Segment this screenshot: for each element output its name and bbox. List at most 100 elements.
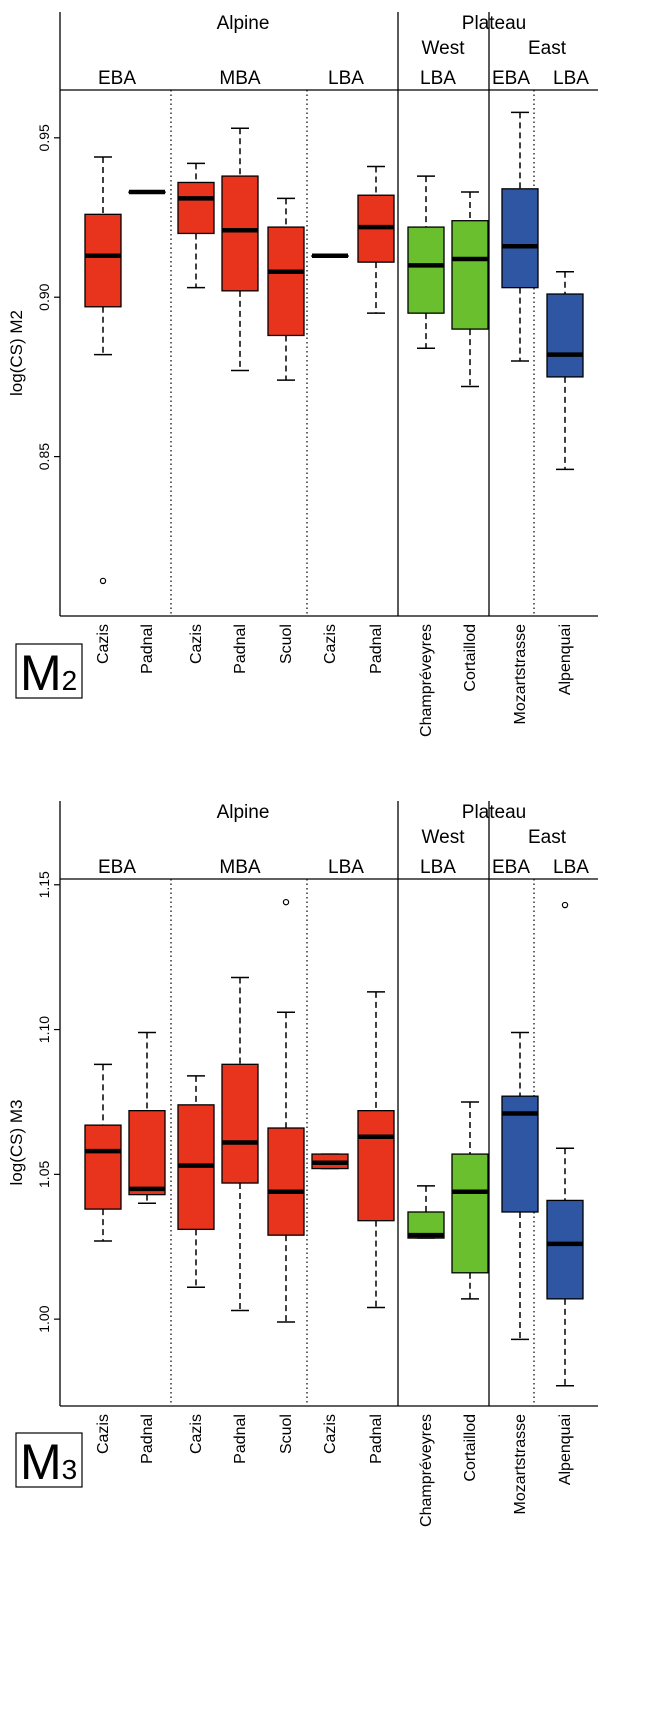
box-alpenquai (546, 270, 584, 471)
y-tick-label: 1.00 (36, 1305, 52, 1332)
y-tick-label: 1.10 (36, 1016, 52, 1043)
panel-tag: M3 (20, 1434, 77, 1490)
box-cazis (177, 162, 215, 289)
period-header: LBA (553, 857, 589, 878)
x-category-label: Cazis (322, 1414, 339, 1454)
box-champréveyres (407, 1185, 445, 1239)
period-header: LBA (553, 68, 589, 89)
period-header: MBA (219, 68, 261, 89)
y-tick-label: 0.95 (36, 124, 52, 151)
period-header: LBA (328, 68, 364, 89)
x-category-label: Padnal (139, 1414, 156, 1464)
panel-tag-subscript: 3 (62, 1454, 78, 1485)
x-category-label: Padnal (232, 1414, 249, 1464)
outlier-point (561, 901, 569, 909)
period-header: LBA (420, 857, 456, 878)
box-scuol (267, 898, 305, 1323)
region-header: Plateau (462, 802, 526, 823)
region-header: West (422, 38, 466, 59)
box-iqr (501, 188, 539, 289)
box-cortaillod (451, 191, 489, 388)
box-iqr (357, 1109, 395, 1222)
x-category-label: Cazis (95, 1414, 112, 1454)
region-header: Alpine (217, 802, 270, 823)
box-iqr (546, 1199, 584, 1300)
region-header: Plateau (462, 13, 526, 34)
box-padnal (221, 127, 259, 372)
panel-tag: M2 (20, 645, 77, 701)
box-iqr (546, 293, 584, 378)
panel-tag-box (15, 643, 83, 699)
region-header: West (422, 827, 466, 848)
y-axis-label: log(CS) M3 (7, 1100, 26, 1186)
box-cazis (177, 1075, 215, 1289)
x-category-label: Champréveyres (418, 624, 435, 737)
x-category-label: Scuol (278, 624, 295, 664)
x-category-label: Cazis (322, 624, 339, 664)
box-cazis (84, 1063, 122, 1242)
outlier-point (99, 577, 107, 585)
period-header: LBA (328, 857, 364, 878)
x-category-label: Alpenquai (557, 1414, 574, 1485)
x-category-label: Cazis (188, 1414, 205, 1454)
box-iqr (221, 175, 259, 292)
box-iqr (177, 181, 215, 235)
box-iqr (128, 1109, 166, 1196)
region-header: Alpine (217, 13, 270, 34)
panel-tag-subscript: 2 (62, 665, 78, 696)
x-category-label: Padnal (368, 1414, 385, 1464)
x-category-label: Alpenquai (557, 624, 574, 695)
y-tick-label: 1.15 (36, 871, 52, 898)
box-padnal (128, 189, 166, 195)
period-header: EBA (98, 68, 136, 89)
box-scuol (267, 197, 305, 381)
period-header: EBA (492, 857, 530, 878)
panel-tag-letter: M (20, 1434, 62, 1490)
period-header: MBA (219, 857, 261, 878)
box-mozartstrasse (501, 1031, 539, 1341)
box-cortaillod (451, 1101, 489, 1300)
y-tick-label: 1.05 (36, 1161, 52, 1188)
box-padnal (221, 976, 259, 1312)
y-axis-label: log(CS) M2 (7, 310, 26, 396)
box-cazis (311, 253, 349, 259)
box-iqr (451, 220, 489, 330)
x-category-label: Padnal (139, 624, 156, 674)
box-cazis (311, 1153, 349, 1170)
x-category-label: Scuol (278, 1414, 295, 1454)
period-header: EBA (98, 857, 136, 878)
x-category-label: Cortaillod (462, 1414, 479, 1482)
x-category-label: Mozartstrasse (512, 1414, 529, 1515)
box-iqr (84, 213, 122, 308)
panel-tag-letter: M (20, 645, 62, 701)
box-padnal (128, 1031, 166, 1205)
box-iqr (451, 1153, 489, 1274)
x-category-label: Mozartstrasse (512, 624, 529, 725)
outlier-point (282, 898, 290, 906)
box-padnal (357, 165, 395, 314)
box-iqr (407, 226, 445, 314)
box-champréveyres (407, 175, 445, 349)
region-header: East (528, 38, 567, 59)
panel-tag-box (15, 1432, 83, 1488)
box-padnal (357, 991, 395, 1309)
x-category-label: Champréveyres (418, 1414, 435, 1527)
box-mozartstrasse (501, 111, 539, 362)
period-header: EBA (492, 68, 530, 89)
y-tick-label: 0.90 (36, 283, 52, 310)
x-category-label: Cazis (188, 624, 205, 664)
box-alpenquai (546, 901, 584, 1387)
x-category-label: Padnal (368, 624, 385, 674)
box-iqr (221, 1063, 259, 1184)
box-iqr (84, 1124, 122, 1210)
x-category-label: Padnal (232, 624, 249, 674)
box-cazis (84, 156, 122, 585)
x-category-label: Cortaillod (462, 624, 479, 692)
box-iqr (267, 1127, 305, 1236)
box-iqr (267, 226, 305, 337)
x-category-label: Cazis (95, 624, 112, 664)
y-tick-label: 0.85 (36, 443, 52, 470)
period-header: LBA (420, 68, 456, 89)
